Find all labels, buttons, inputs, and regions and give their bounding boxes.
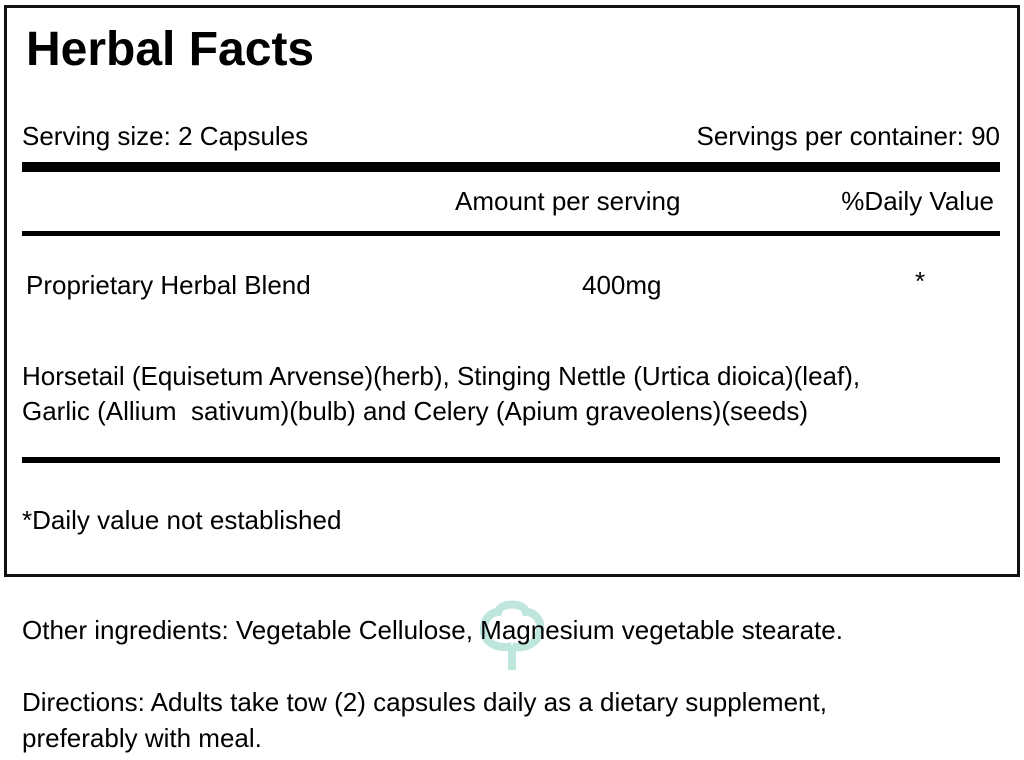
other-ingredients: Other ingredients: Vegetable Cellulose, … xyxy=(22,615,843,645)
panel-title: Herbal Facts xyxy=(26,23,315,76)
blend-dv: * xyxy=(915,266,926,296)
directions-line-2: preferably with meal. xyxy=(22,723,262,753)
header-daily-value: %Daily Value xyxy=(841,186,994,216)
blend-name: Proprietary Herbal Blend xyxy=(26,270,311,300)
thick-divider xyxy=(22,162,1000,172)
serving-size: Serving size: 2 Capsules xyxy=(22,121,309,151)
footnote: *Daily value not established xyxy=(22,505,342,535)
servings-per-container: Servings per container: 90 xyxy=(696,121,1000,151)
directions-line-1: Directions: Adults take tow (2) capsules… xyxy=(22,687,827,717)
ingredients-line-2: Garlic (Allium sativum)(bulb) and Celery… xyxy=(22,396,809,426)
ingredients-line-1: Horsetail (Equisetum Arvense)(herb), Sti… xyxy=(22,361,861,391)
header-amount: Amount per serving xyxy=(455,186,681,216)
blend-amount: 400mg xyxy=(582,270,662,300)
herbal-facts-panel xyxy=(4,5,1020,577)
divider xyxy=(22,231,1000,236)
tree-logo-icon xyxy=(479,600,545,670)
divider xyxy=(22,457,1000,463)
